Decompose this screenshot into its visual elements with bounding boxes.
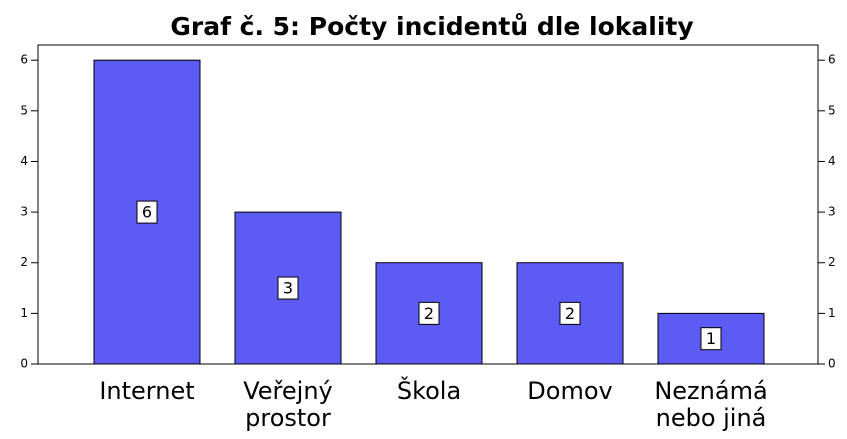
value-label: 2 xyxy=(424,304,434,323)
y2-tick-label: 4 xyxy=(828,154,836,168)
x-tick-label: Internet xyxy=(99,377,194,405)
y-tick-label: 1 xyxy=(20,306,28,320)
y2-tick-label: 1 xyxy=(828,306,836,320)
y2-tick-label: 5 xyxy=(828,103,836,117)
x-tick-label-line: prostor xyxy=(245,404,331,432)
y2-tick-label: 2 xyxy=(828,255,836,269)
y-tick-label: 2 xyxy=(20,255,28,269)
x-tick-label-line: Domov xyxy=(527,377,612,405)
y-tick-label: 3 xyxy=(20,205,28,219)
value-label-box xyxy=(136,200,158,224)
x-tick-label-line: Veřejný xyxy=(243,377,333,405)
x-tick-label-line: nebo jiná xyxy=(656,404,767,432)
chart-title: Graf č. 5: Počty incidentů dle lokality xyxy=(170,12,693,41)
value-label-box xyxy=(559,301,581,325)
x-tick-label-line: Škola xyxy=(397,375,461,405)
value-label-box xyxy=(418,301,440,325)
y2-tick-label: 3 xyxy=(828,205,836,219)
x-tick-label: Veřejný prostor xyxy=(243,377,333,432)
value-label: 6 xyxy=(142,203,152,222)
x-tick-label: Neznámá nebo jiná xyxy=(654,377,767,432)
x-tick-label-line: Neznámá xyxy=(654,377,767,405)
value-label: 2 xyxy=(565,304,575,323)
value-label-box xyxy=(700,327,722,351)
y-tick-label: 6 xyxy=(20,53,28,67)
y-tick-label: 0 xyxy=(20,357,28,371)
x-tick-label-line: Internet xyxy=(99,377,194,405)
x-tick-label: Škola xyxy=(397,375,461,405)
y2-tick-label: 0 xyxy=(828,357,836,371)
y-tick-label: 4 xyxy=(20,154,28,168)
y2-tick-label: 6 xyxy=(828,53,836,67)
value-label: 1 xyxy=(706,329,716,348)
y-tick-label: 5 xyxy=(20,103,28,117)
x-tick-label: Domov xyxy=(527,377,612,405)
value-label: 3 xyxy=(283,279,293,298)
value-label-box xyxy=(277,276,299,300)
